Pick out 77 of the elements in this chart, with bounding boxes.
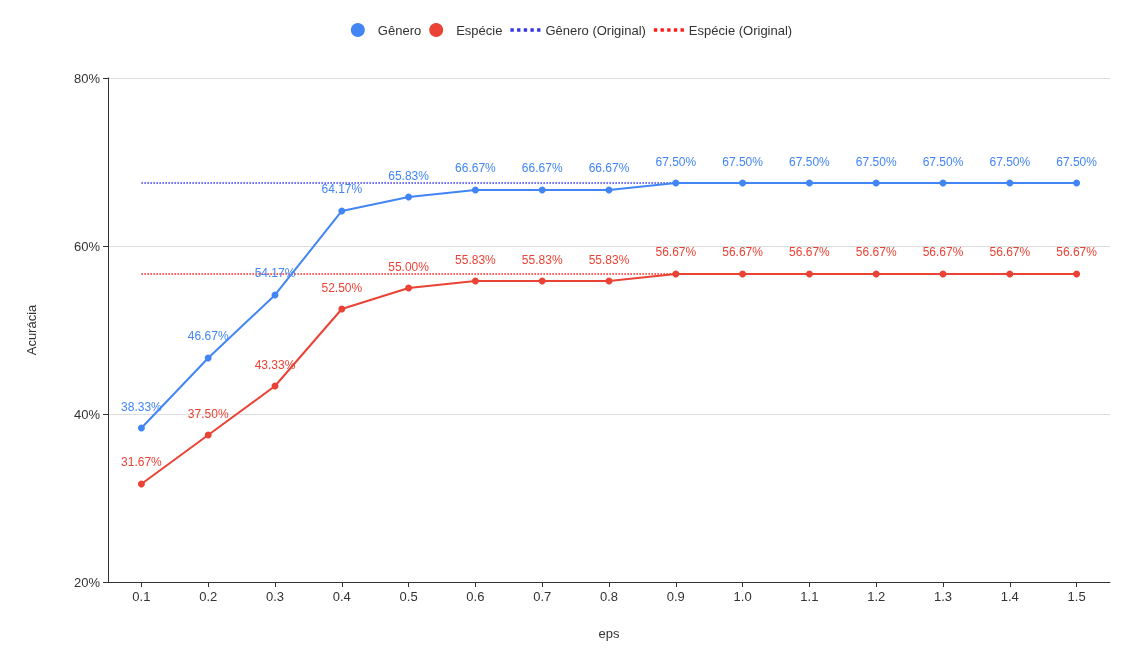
x-tick-label: 0.1 <box>132 589 151 604</box>
point <box>538 186 546 194</box>
x-axis-title: eps <box>598 626 620 641</box>
data-label: 64.17% <box>321 182 363 197</box>
x-tick-label: 0.2 <box>199 589 218 604</box>
y-tick-label: 20% <box>73 574 101 590</box>
data-label: 37.50% <box>187 406 229 421</box>
point <box>739 179 747 187</box>
data-label: 55.83% <box>521 252 563 267</box>
data-label: 56.67% <box>989 245 1031 260</box>
x-tick-label: 0.4 <box>332 589 351 604</box>
data-label: 55.83% <box>588 252 630 267</box>
point <box>1073 270 1081 278</box>
x-tick-label: 1.1 <box>800 589 819 604</box>
x-tick-label: 1.3 <box>933 589 953 604</box>
data-label: 67.50% <box>655 154 697 169</box>
x-tick-label: 1.2 <box>867 589 886 604</box>
point <box>137 480 145 488</box>
x-tick-label: 1.5 <box>1067 589 1086 604</box>
point <box>405 284 413 292</box>
data-label: 67.50% <box>922 154 964 169</box>
data-label: 56.67% <box>789 245 831 260</box>
y-tick-label: 80% <box>73 70 101 86</box>
data-label: 38.33% <box>121 399 163 414</box>
point <box>137 424 145 432</box>
data-label: 55.83% <box>455 252 497 267</box>
data-label: 67.50% <box>722 154 764 169</box>
point <box>1073 179 1081 187</box>
point <box>204 354 212 362</box>
data-label: 66.67% <box>455 161 497 176</box>
point <box>338 305 346 313</box>
x-tick-label: 0.7 <box>533 589 552 604</box>
point <box>405 193 413 201</box>
x-tick-label: 0.6 <box>466 589 485 604</box>
point <box>1006 270 1014 278</box>
point <box>471 186 479 194</box>
data-label: 52.50% <box>321 280 363 295</box>
data-label: 56.67% <box>922 245 964 260</box>
point <box>1006 179 1014 187</box>
y-axis-title: Acurácia <box>24 303 39 356</box>
point <box>872 179 880 187</box>
point <box>805 179 813 187</box>
x-tick-label: 1.0 <box>733 589 752 604</box>
y-tick-label: 40% <box>73 406 101 422</box>
data-label: 56.67% <box>722 245 764 260</box>
data-label: 67.50% <box>855 154 897 169</box>
legend-label: Espécie <box>456 22 503 38</box>
y-tick-label: 60% <box>73 238 101 254</box>
x-tick-label: 0.8 <box>599 589 619 604</box>
data-label: 67.50% <box>989 154 1031 169</box>
x-tick-label: 1.4 <box>1000 589 1019 604</box>
point <box>872 270 880 278</box>
point <box>204 431 212 439</box>
data-label: 56.67% <box>855 245 897 260</box>
data-label: 65.83% <box>388 168 430 183</box>
data-label: 67.50% <box>1056 154 1098 169</box>
data-label: 55.00% <box>388 259 430 274</box>
point <box>538 277 546 285</box>
point <box>338 207 346 215</box>
x-tick-label: 0.3 <box>265 589 285 604</box>
data-label: 56.67% <box>655 245 697 260</box>
legend-label: Espécie (Original) <box>688 22 793 38</box>
data-label: 46.67% <box>187 329 229 344</box>
point <box>672 179 680 187</box>
point <box>471 277 479 285</box>
x-tick-label: 0.9 <box>666 589 685 604</box>
legend-label: Gênero <box>377 22 422 38</box>
data-label: 31.67% <box>121 455 163 470</box>
data-label: 66.67% <box>588 161 630 176</box>
data-label: 56.67% <box>1056 245 1098 260</box>
point <box>672 270 680 278</box>
data-label: 66.67% <box>521 161 563 176</box>
x-tick-label: 0.5 <box>399 589 418 604</box>
point <box>805 270 813 278</box>
data-label: 67.50% <box>789 154 831 169</box>
point <box>739 270 747 278</box>
legend-label: Gênero (Original) <box>545 22 646 38</box>
